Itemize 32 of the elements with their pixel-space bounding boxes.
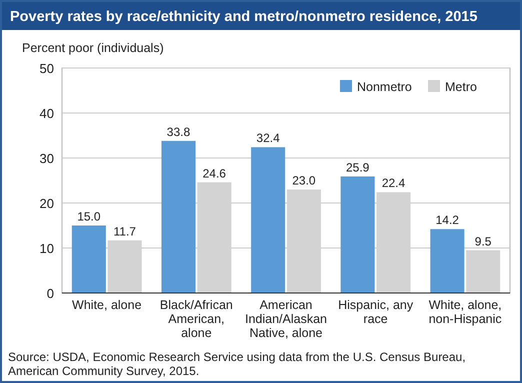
bar — [430, 229, 464, 293]
bar — [251, 147, 286, 293]
bar — [72, 226, 106, 293]
y-tick-label: 30 — [40, 151, 54, 166]
bar — [161, 140, 196, 293]
chart-title: Poverty rates by race/ethnicity and metro/nonmetro residence, 2015 — [10, 9, 478, 25]
bar — [340, 176, 375, 293]
data-label: 33.8 — [166, 124, 190, 139]
x-tick-label: American Indian/Alaskan Native, alone — [244, 298, 328, 340]
source-note: Source: USDA, Economic Research Service using data from the U.S. Census Bureau, American Community Survey, 2015. — [8, 350, 466, 378]
data-label: 25.9 — [346, 160, 370, 174]
data-label: 32.4 — [256, 131, 280, 146]
data-label: 11.7 — [113, 224, 136, 238]
bar — [466, 250, 500, 293]
data-label: 15.0 — [77, 210, 101, 224]
y-tick-label: 40 — [40, 106, 54, 121]
x-tick-label: White, alone, non-Hispanic — [428, 298, 502, 326]
legend-label: Nonmetro — [357, 80, 412, 94]
x-tick-label: Black/African American, alone — [160, 298, 233, 340]
data-label: 23.0 — [292, 174, 316, 188]
x-tick-label: Hispanic, any race — [338, 298, 414, 326]
legend-label: Metro — [445, 80, 477, 94]
y-tick-label: 0 — [46, 286, 54, 301]
data-label: 22.4 — [382, 176, 406, 190]
y-axis-title: Percent poor (individuals) — [22, 41, 164, 55]
y-tick-label: 10 — [40, 241, 54, 256]
data-label: 14.2 — [436, 213, 460, 228]
y-tick-label: 20 — [40, 196, 54, 211]
y-tick-label: 50 — [40, 61, 54, 76]
data-label: 9.5 — [474, 234, 492, 248]
x-tick-label: White, alone — [72, 298, 142, 312]
data-label: 24.6 — [202, 166, 226, 180]
